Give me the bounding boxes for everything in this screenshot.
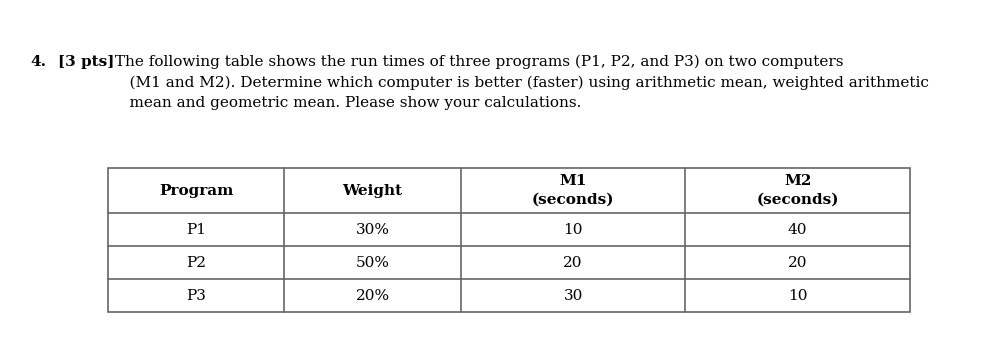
Text: 30%: 30% <box>355 223 389 237</box>
Text: 10: 10 <box>563 223 583 237</box>
Text: Program: Program <box>159 184 233 198</box>
Text: 20: 20 <box>787 256 807 270</box>
Text: 20%: 20% <box>355 288 389 302</box>
Text: P3: P3 <box>186 288 206 302</box>
Text: M1
(seconds): M1 (seconds) <box>531 175 614 207</box>
Bar <box>107 168 909 312</box>
Text: M2
(seconds): M2 (seconds) <box>755 175 838 207</box>
Text: 40: 40 <box>787 223 807 237</box>
Text: P1: P1 <box>186 223 206 237</box>
Text: 10: 10 <box>787 288 807 302</box>
Text: Weight: Weight <box>342 184 402 198</box>
Text: 50%: 50% <box>355 256 389 270</box>
Text: [3 pts]: [3 pts] <box>58 55 114 69</box>
Text: P2: P2 <box>186 256 206 270</box>
Text: 30: 30 <box>563 288 583 302</box>
Text: The following table shows the run times of three programs (P1, P2, and P3) on tw: The following table shows the run times … <box>109 55 928 110</box>
Text: 20: 20 <box>563 256 583 270</box>
Text: 4.: 4. <box>30 55 46 69</box>
